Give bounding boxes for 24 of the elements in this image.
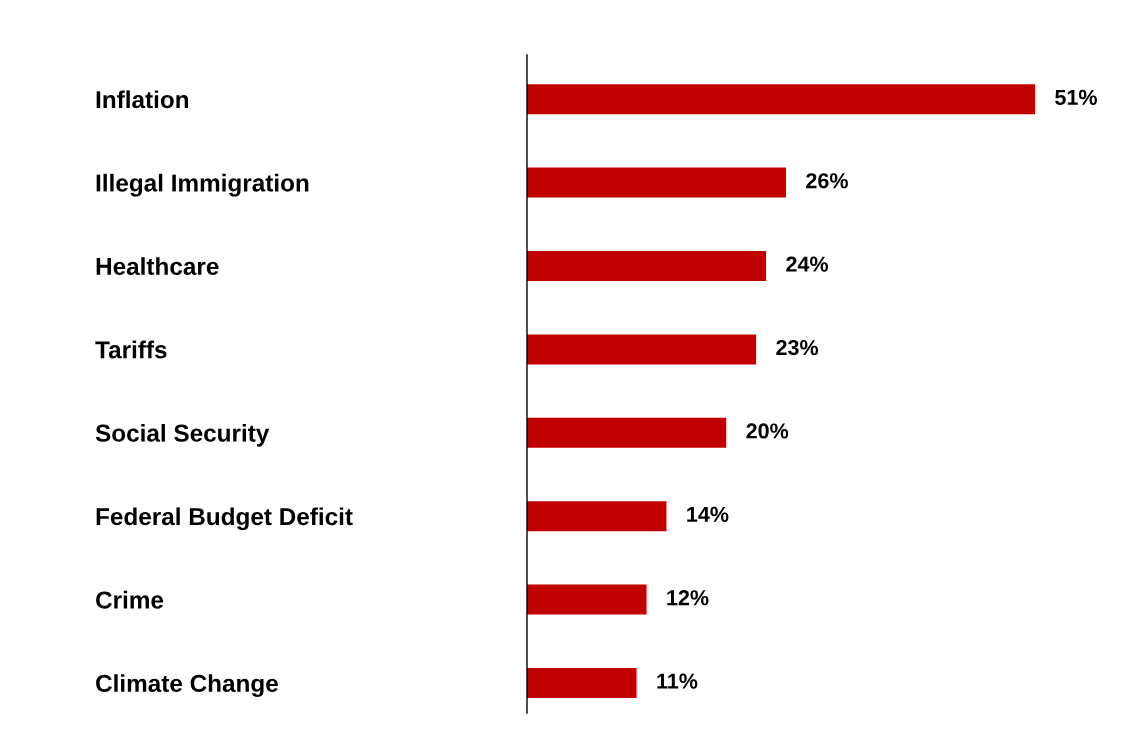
y-tick-label: Climate Change bbox=[96, 674, 278, 697]
bar bbox=[527, 501, 667, 532]
y-tick-label: Inflation bbox=[96, 90, 189, 109]
y-tick-label: Federal Budget Deficit bbox=[96, 507, 353, 531]
y-tick-label: Crime bbox=[96, 590, 164, 609]
data-label: 11% bbox=[657, 673, 698, 689]
data-label: 23% bbox=[776, 339, 819, 356]
data-label: 12% bbox=[667, 590, 709, 606]
bar bbox=[527, 250, 767, 282]
data-label: 14% bbox=[687, 506, 729, 522]
bar bbox=[527, 417, 727, 448]
bar bbox=[527, 667, 637, 698]
data-label: 24% bbox=[786, 256, 829, 272]
y-tick-label: Tariffs bbox=[95, 340, 167, 359]
y-tick-label: Healthcare bbox=[96, 257, 219, 276]
bar bbox=[527, 84, 1035, 115]
data-label: 20% bbox=[746, 423, 789, 439]
y-tick-label: Social Security bbox=[95, 423, 270, 447]
bar bbox=[527, 167, 786, 198]
data-label: 26% bbox=[806, 173, 848, 189]
bar bbox=[527, 334, 757, 365]
y-tick-label: Illegal Immigration bbox=[96, 173, 309, 197]
bar bbox=[527, 584, 647, 615]
data-label: 51% bbox=[1055, 89, 1097, 105]
